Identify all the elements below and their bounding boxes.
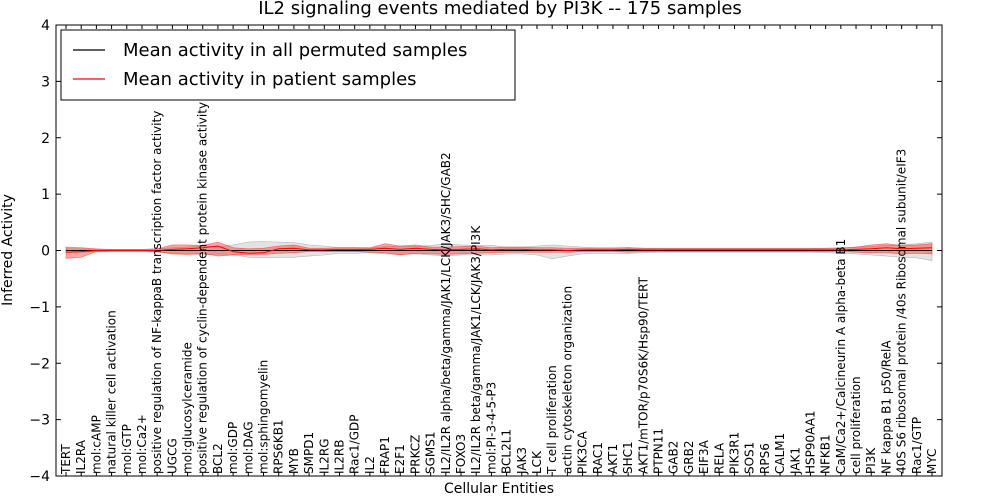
- x-tick-label: 40S S6 ribosomal protein /40s Ribosomal …: [895, 149, 909, 474]
- x-tick-label: SMPD1: [302, 432, 316, 474]
- y-tick-label: 0: [41, 244, 50, 260]
- x-tick-label: HSP90AA1: [804, 410, 818, 474]
- x-tick-label: RELA: [712, 442, 726, 474]
- y-tick-label: 3: [41, 74, 50, 90]
- x-tick-label: IL2/IL2R alpha/beta/gamma/JAK1/LCK/JAK3/…: [439, 152, 453, 474]
- x-tick-label: PTPN11: [652, 428, 666, 474]
- x-tick-label: MYB: [287, 448, 301, 474]
- x-tick-label: CALM1: [773, 433, 787, 474]
- x-tick-label: positive regulation of cyclin-dependent …: [196, 102, 210, 474]
- x-tick-label: NFKB1: [819, 434, 833, 474]
- plot-area: [65, 241, 933, 261]
- y-axis-label: Inferred Activity: [0, 194, 16, 306]
- x-tick-label: mol:Ca2+: [135, 414, 149, 474]
- x-tick-label: IL2: [363, 456, 377, 474]
- x-tick-label: IL2RA: [74, 439, 88, 474]
- x-tick-label: Rac1/GDP: [348, 415, 362, 474]
- x-tick-label: IL2RB: [333, 440, 347, 474]
- x-tick-label: Rac1/GTP: [910, 417, 924, 474]
- x-tick-label: mol:sphingomyelin: [257, 360, 271, 474]
- x-tick-label: mol:glucosylceramide: [181, 342, 195, 474]
- x-tick-label: MYC: [925, 449, 939, 474]
- legend-label-permuted: Mean activity in all permuted samples: [123, 40, 467, 61]
- x-tick-label: mol:DAG: [241, 421, 255, 474]
- x-tick-label: CaM/Ca2+/Calcineurin A alpha-beta B1: [834, 239, 848, 474]
- x-tick-label: AKT1/mTOR/p70S6K/Hsp90/TERT: [636, 276, 650, 474]
- y-tick-label: −1: [29, 300, 50, 316]
- x-tick-label: LCK: [530, 450, 544, 474]
- x-tick-label: SGMS1: [424, 431, 438, 474]
- x-tick-label: RPS6: [758, 443, 772, 474]
- x-tick-label: JAK3: [515, 447, 529, 475]
- x-tick-label: EIF3A: [697, 439, 711, 474]
- y-tick-label: 1: [41, 187, 50, 203]
- legend-box: [60, 29, 516, 101]
- y-tick-label: 2: [41, 131, 50, 147]
- x-tick-label: GRB2: [682, 440, 696, 474]
- x-tick-label: AKT1: [606, 444, 620, 474]
- x-tick-label: mol:GTP: [120, 424, 134, 474]
- y-axis: −4 −3 −2 −1 0 1 2 3 4: [29, 18, 942, 485]
- x-tick-label: positive regulation of NF-kappaB transcr…: [150, 111, 164, 474]
- x-tick-label: SHC1: [621, 441, 635, 474]
- x-axis-label: Cellular Entities: [444, 481, 554, 497]
- x-tick-label: NF kappa B1 p50/RelA: [879, 340, 893, 474]
- x-tick-label: SOS1: [743, 442, 757, 474]
- legend: Mean activity in all permuted samples Me…: [60, 29, 516, 101]
- x-tick-label: FRAP1: [378, 436, 392, 474]
- x-tick-label: PRKCZ: [408, 435, 422, 474]
- x-tick-label: mol:PI-3-4-5-P3: [484, 382, 498, 474]
- x-tick-label: mol:GDP: [226, 422, 240, 474]
- x-tick-label: PIK3CA: [576, 430, 590, 474]
- x-tick-label: cell proliferation: [849, 376, 863, 474]
- x-tick-label: PIK3R1: [728, 432, 742, 474]
- x-tick-label: RAC1: [591, 442, 605, 474]
- series-line-patient: [65, 245, 933, 254]
- x-tick-label: FOXO3: [454, 434, 468, 474]
- x-tick-label: RPS6KB1: [272, 419, 286, 474]
- chart-title: IL2 signaling events mediated by PI3K --…: [258, 0, 742, 19]
- x-tick-label: natural killer cell activation: [105, 310, 119, 474]
- y-tick-label: −4: [29, 469, 50, 485]
- x-tick-label: E2F1: [393, 444, 407, 474]
- x-tick-label: T cell proliferation: [545, 365, 559, 475]
- y-tick-label: −2: [29, 356, 50, 372]
- x-tick-label: GAB2: [667, 441, 681, 474]
- x-axis: TERT IL2RA mol:cAMP natural killer cell act…: [59, 25, 939, 476]
- x-tick-label: actin cytoskeleton organization: [560, 286, 574, 474]
- x-tick-label: UGCG: [165, 438, 179, 474]
- x-tick-label: IL2RG: [317, 439, 331, 475]
- x-tick-label: BCL2L1: [500, 429, 514, 474]
- y-tick-label: 4: [41, 18, 50, 34]
- x-tick-label: IL2/IL2R beta/gamma/JAK1/LCK/JAK3/PI3K: [469, 225, 483, 474]
- x-tick-label: TERT: [59, 444, 73, 475]
- y-tick-label: −3: [29, 413, 50, 429]
- x-tick-label: PI3K: [864, 447, 878, 474]
- x-tick-label: mol:cAMP: [89, 415, 103, 474]
- x-tick-label: BCL2: [211, 443, 225, 474]
- x-tick-label: JAK1: [788, 447, 802, 475]
- legend-label-patient: Mean activity in patient samples: [123, 69, 417, 90]
